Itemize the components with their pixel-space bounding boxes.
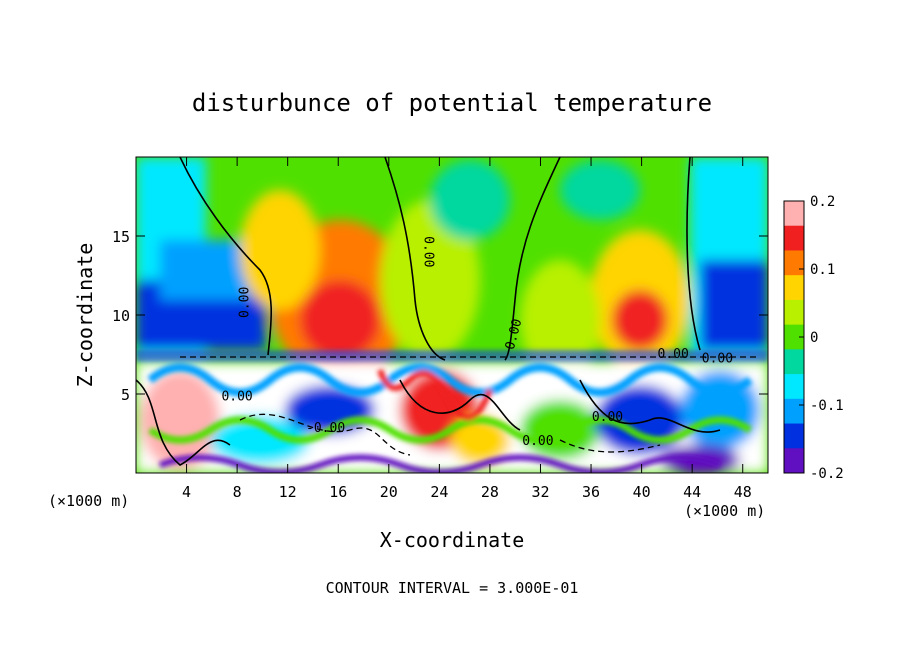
contour-label: 0.00 <box>237 287 252 318</box>
x-unit-left: (×1000 m) <box>48 492 129 510</box>
colorbar-swatch <box>784 225 804 251</box>
colorbar-swatch <box>784 349 804 375</box>
contour-label: 0.00 <box>522 434 553 449</box>
y-tick-label: 10 <box>112 307 130 325</box>
x-tick-label: 40 <box>633 483 651 501</box>
contour-label: 0.00 <box>702 352 733 367</box>
x-tick-label: 16 <box>329 483 347 501</box>
colorbar-swatch <box>784 398 804 425</box>
colorbar-swatch <box>784 299 804 326</box>
x-tick-label: 20 <box>380 483 398 501</box>
x-tick-label: 24 <box>430 483 448 501</box>
colorbar-swatch <box>784 374 804 400</box>
heatmap-field <box>136 157 768 473</box>
colorbar-tick-label: 0 <box>810 330 818 346</box>
colorbar-swatch <box>784 250 804 276</box>
chart-title: disturbunce of potential temperature <box>192 89 712 117</box>
contour-label: 0.00 <box>658 347 689 362</box>
colorbar-tick-label: -0.1 <box>810 398 844 414</box>
colorbar-swatch <box>784 324 804 350</box>
contour-label: -0.00 <box>306 421 345 436</box>
y-axis-ticks: 5 10 15 <box>112 228 768 404</box>
x-tick-label: 36 <box>582 483 600 501</box>
y-tick-label: 15 <box>112 228 130 246</box>
y-axis-label: Z-coordinate <box>73 243 97 388</box>
colorbar-tick-label: 0.2 <box>810 194 835 210</box>
colorbar-swatch <box>784 275 804 301</box>
x-tick-label: 8 <box>233 483 242 501</box>
x-tick-label: 48 <box>734 483 752 501</box>
contour-labels: 0.000.000.000.00 0.000.00-0.000.000.00 <box>221 236 733 449</box>
colorbar-swatch <box>784 423 804 449</box>
colorbar-tick-label: 0.1 <box>810 262 835 278</box>
colorbar-swatch <box>784 201 804 227</box>
colorbar-swatch <box>784 448 804 474</box>
contour-label: 0.00 <box>592 410 623 425</box>
x-tick-label: 44 <box>683 483 701 501</box>
contour-interval-footer: CONTOUR INTERVAL = 3.000E-01 <box>326 579 579 597</box>
x-axis-label: X-coordinate <box>380 528 525 552</box>
x-tick-label: 32 <box>531 483 549 501</box>
contour-label: 0.00 <box>420 236 435 267</box>
colorbar-labels: 0.2 0.1 0 -0.1 -0.2 <box>799 194 844 482</box>
x-tick-label: 4 <box>182 483 191 501</box>
colorbar-tick-label: -0.2 <box>810 466 844 482</box>
x-tick-label: 28 <box>481 483 499 501</box>
colorbar <box>783 200 805 474</box>
x-tick-label: 12 <box>279 483 297 501</box>
y-tick-label: 5 <box>121 386 130 404</box>
x-unit-right: (×1000 m) <box>684 502 765 520</box>
x-axis-ticks: 4 8 12 16 20 24 28 32 36 40 44 48 <box>182 157 752 501</box>
contour-label: 0.00 <box>221 390 252 405</box>
